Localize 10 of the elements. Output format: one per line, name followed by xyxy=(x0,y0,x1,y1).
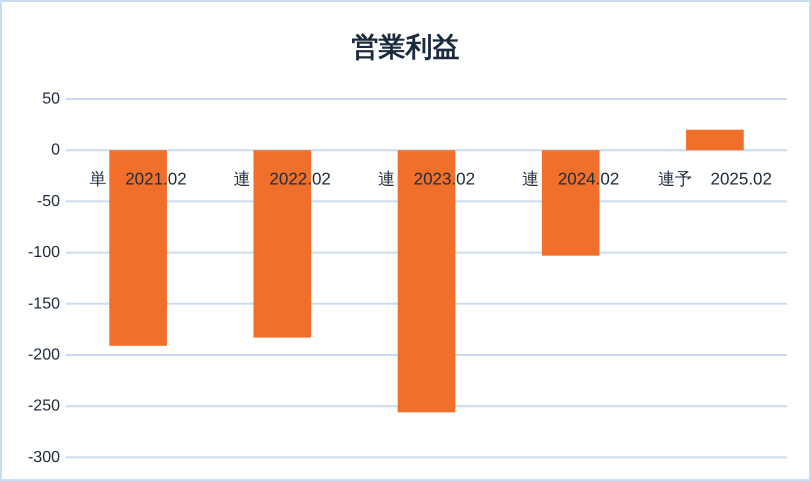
y-tick-label: -300 xyxy=(28,448,60,466)
chart-title: 営業利益 xyxy=(352,32,460,62)
y-tick-label: -50 xyxy=(36,192,60,210)
y-tick-label: -150 xyxy=(28,295,60,312)
y-tick-label: -100 xyxy=(28,244,60,262)
x-tick-label: 連予 2025.02 xyxy=(658,170,772,189)
y-tick-label: 50 xyxy=(42,90,60,108)
y-tick-label: -250 xyxy=(28,398,60,415)
y-tick-label: -200 xyxy=(28,346,60,364)
y-tick-label: 0 xyxy=(51,142,60,159)
